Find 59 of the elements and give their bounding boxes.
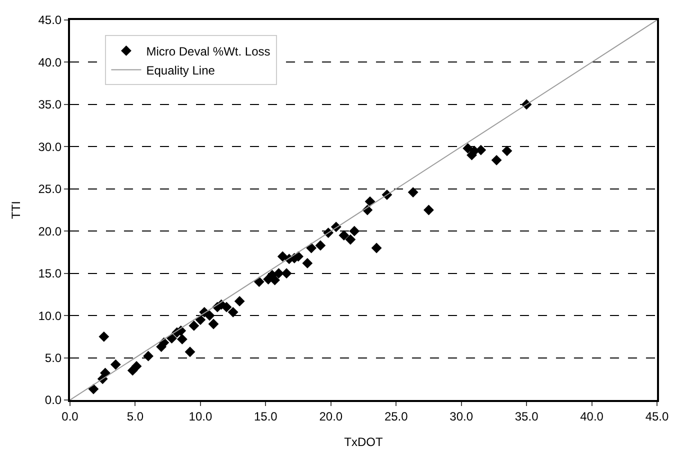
point	[371, 242, 382, 254]
point	[131, 361, 142, 372]
legend-label: Equality Line	[146, 63, 216, 78]
legend-label: Micro Deval %Wt. Loss	[146, 44, 270, 58]
point	[234, 296, 245, 306]
point	[502, 146, 512, 156]
point	[188, 320, 200, 331]
x-tick-label: 40.0	[580, 409, 604, 424]
x-axis-title: TxDOT	[344, 434, 384, 449]
point	[338, 230, 350, 241]
y-tick-label: 20.0	[38, 224, 62, 238]
point	[306, 242, 317, 254]
point	[491, 154, 502, 166]
x-tick-label: 30.0	[450, 409, 474, 424]
point	[476, 144, 486, 156]
point	[302, 258, 313, 268]
point	[364, 196, 376, 207]
point	[166, 333, 177, 344]
point	[100, 368, 110, 378]
y-tick-label: 10.0	[38, 308, 62, 323]
y-tick-label: 0.0	[44, 393, 62, 408]
point	[98, 331, 110, 342]
x-tick-label: 20.0	[319, 409, 343, 424]
y-tick-label: 15.0	[38, 266, 62, 281]
point	[270, 274, 280, 286]
point	[274, 268, 284, 279]
point	[143, 350, 154, 362]
x-tick-label: 10.0	[188, 409, 212, 424]
point	[88, 384, 99, 394]
y-tick-label: 30.0	[38, 140, 62, 154]
x-tick-label: 25.0	[384, 409, 408, 424]
x-tick-label: 0.0	[62, 409, 79, 424]
y-tick-label: 45.0	[38, 13, 62, 28]
point	[424, 204, 434, 216]
point	[281, 268, 292, 279]
point	[204, 310, 215, 321]
x-tick-label: 5.0	[126, 409, 144, 424]
y-tick-label: 25.0	[38, 182, 62, 196]
point	[345, 234, 356, 245]
point	[408, 187, 418, 198]
point	[349, 226, 360, 236]
point	[184, 346, 196, 358]
y-tick-label: 5.0	[44, 350, 62, 365]
point	[110, 359, 121, 370]
point	[254, 276, 264, 287]
point	[208, 318, 219, 330]
x-tick-label: 45.0	[645, 409, 669, 424]
point	[176, 334, 188, 344]
y-axis-title: TTI	[9, 201, 24, 219]
point	[195, 314, 206, 325]
point	[221, 302, 232, 312]
y-tick-label: 35.0	[38, 98, 62, 112]
point	[462, 143, 474, 154]
point	[277, 251, 288, 262]
point	[315, 240, 326, 251]
y-tick-label: 40.0	[38, 55, 62, 70]
x-tick-label: 35.0	[514, 409, 539, 424]
point	[228, 306, 238, 318]
x-tick-label: 15.0	[254, 409, 278, 424]
